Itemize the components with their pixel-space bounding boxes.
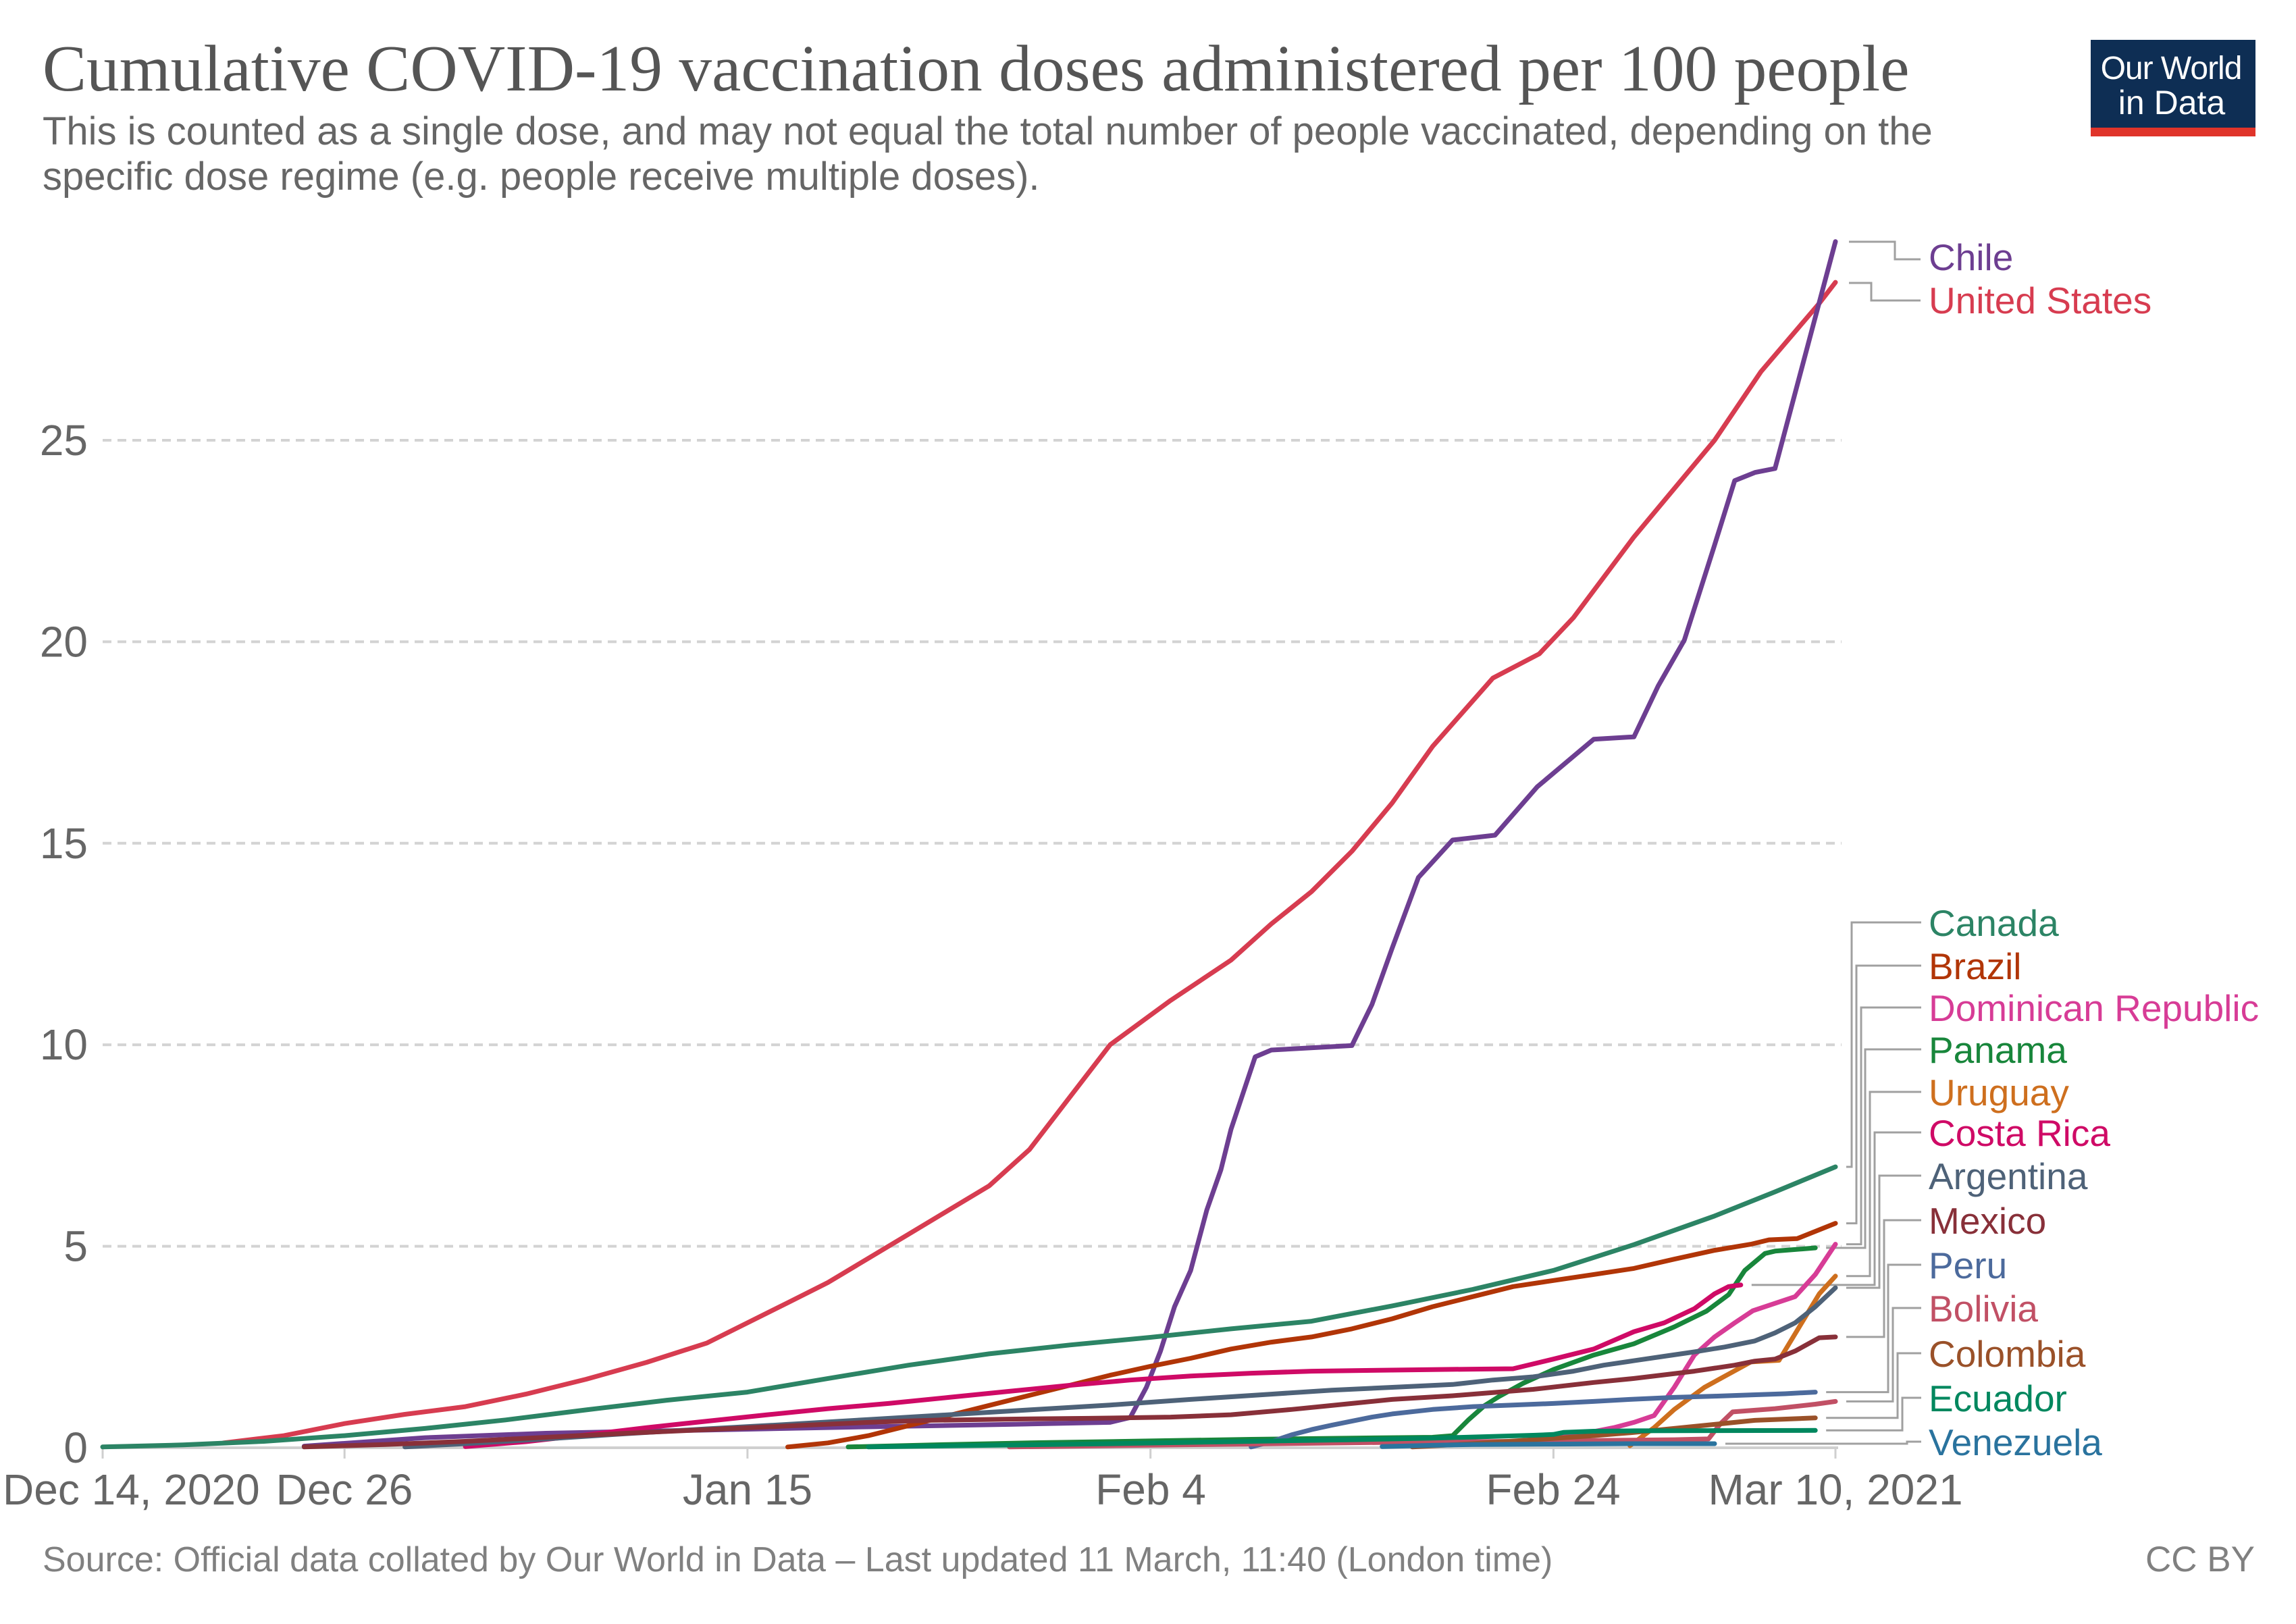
svg-text:in Data: in Data [2118, 84, 2226, 122]
svg-text:United States: United States [1929, 280, 2151, 321]
svg-text:Canada: Canada [1929, 902, 2059, 944]
svg-text:Chile: Chile [1929, 236, 2013, 278]
svg-text:Feb 24: Feb 24 [1486, 1465, 1620, 1514]
svg-text:Argentina: Argentina [1929, 1155, 2088, 1197]
svg-text:Costa Rica: Costa Rica [1929, 1112, 2110, 1154]
svg-text:specific dose regime (e.g. peo: specific dose regime (e.g. people receiv… [43, 155, 1040, 199]
svg-text:Brazil: Brazil [1929, 945, 2022, 987]
svg-text:5: 5 [63, 1222, 88, 1271]
svg-text:Ecuador: Ecuador [1929, 1378, 2067, 1419]
svg-text:25: 25 [40, 416, 88, 465]
svg-text:0: 0 [63, 1423, 88, 1472]
svg-text:15: 15 [40, 819, 88, 868]
svg-text:10: 10 [40, 1020, 88, 1069]
svg-text:20: 20 [40, 617, 88, 666]
svg-text:This is counted as a single do: This is counted as a single dose, and ma… [43, 109, 1933, 153]
svg-text:Uruguay: Uruguay [1929, 1072, 2069, 1114]
svg-text:Venezuela: Venezuela [1929, 1421, 2102, 1463]
svg-text:Colombia: Colombia [1929, 1333, 2086, 1375]
svg-text:Peru: Peru [1929, 1245, 2007, 1286]
svg-text:CC BY: CC BY [2145, 1540, 2255, 1579]
svg-text:Dominican Republic: Dominican Republic [1929, 987, 2259, 1029]
svg-text:Panama: Panama [1929, 1029, 2067, 1071]
svg-text:Mar 10, 2021: Mar 10, 2021 [1708, 1465, 1962, 1514]
svg-text:Dec 14, 2020: Dec 14, 2020 [3, 1465, 260, 1514]
svg-text:Cumulative COVID-19 vaccinatio: Cumulative COVID-19 vaccination doses ad… [43, 32, 1910, 105]
svg-text:Our World: Our World [2101, 51, 2242, 86]
svg-text:Dec 26: Dec 26 [276, 1465, 413, 1514]
svg-text:Source: Official data collated: Source: Official data collated by Our Wo… [43, 1540, 1553, 1579]
svg-text:Mexico: Mexico [1929, 1200, 2046, 1242]
svg-text:Bolivia: Bolivia [1929, 1288, 2038, 1330]
svg-text:Jan 15: Jan 15 [683, 1465, 812, 1514]
svg-text:Feb 4: Feb 4 [1095, 1465, 1206, 1514]
